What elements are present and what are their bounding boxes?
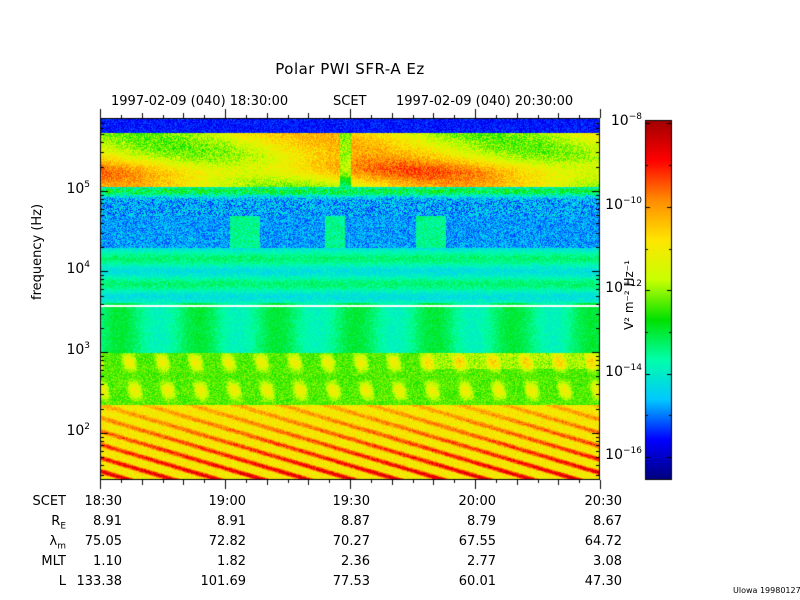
- colorbar-tick-label: 10−10: [605, 195, 642, 213]
- ephemeris-value: 60.01: [458, 574, 496, 589]
- ephemeris-value: 67.55: [458, 534, 496, 549]
- x-tick-label: 20:30: [584, 494, 622, 509]
- ephemeris-value: 2.77: [467, 554, 496, 569]
- y-tick-label: 102: [66, 421, 90, 439]
- ephemeris-row-label: RE: [51, 514, 66, 532]
- ephemeris-value: 77.53: [332, 574, 370, 589]
- ephemeris-row-label: L: [58, 574, 66, 589]
- ephemeris-value: 2.36: [341, 554, 370, 569]
- end-time-label: 1997-02-09 (040) 20:30:00: [396, 94, 574, 109]
- colorbar-label: V² m⁻² Hz⁻¹: [622, 260, 636, 330]
- x-tick-label: 19:00: [208, 494, 246, 509]
- colorbar-tick-label: 10−14: [605, 362, 642, 380]
- ephemeris-value: 133.38: [76, 574, 123, 589]
- ephemeris-value: 1.10: [93, 554, 122, 569]
- y-axis-label: frequency (Hz): [30, 203, 45, 300]
- y-tick-label: 103: [66, 341, 90, 359]
- ephemeris-row-label: λm: [49, 534, 66, 552]
- ephemeris-row-label: MLT: [41, 554, 66, 569]
- ephemeris-value: 1.82: [217, 554, 246, 569]
- x-tick-label: 19:30: [332, 494, 370, 509]
- ephemeris-value: 101.69: [200, 574, 247, 589]
- chart-title: Polar PWI SFR-A Ez: [275, 60, 425, 78]
- ephemeris-value: 64.72: [584, 534, 622, 549]
- y-tick-label: 105: [66, 179, 90, 197]
- ephemeris-row-label: SCET: [32, 494, 66, 509]
- ephemeris-value: 8.79: [467, 514, 496, 529]
- ephemeris-value: 8.87: [341, 514, 370, 529]
- x-tick-label: 18:30: [84, 494, 122, 509]
- start-time-label: 1997-02-09 (040) 18:30:00: [111, 94, 289, 109]
- ephemeris-value: 8.91: [217, 514, 246, 529]
- colorbar-tick-label: 10−8: [610, 112, 642, 130]
- ephemeris-value: 75.05: [84, 534, 122, 549]
- colorbar-tick-label: 10−12: [605, 279, 642, 297]
- ephemeris-value: 3.08: [593, 554, 622, 569]
- ephemeris-value: 70.27: [332, 534, 370, 549]
- footer-label: Ulowa 19980127: [733, 586, 800, 595]
- timescale-label: SCET: [333, 94, 367, 109]
- x-tick-label: 20:00: [458, 494, 496, 509]
- colorbar-tick-label: 10−16: [605, 446, 642, 464]
- ephemeris-value: 8.91: [93, 514, 122, 529]
- y-tick-label: 104: [66, 260, 90, 278]
- ephemeris-value: 72.82: [208, 534, 246, 549]
- ephemeris-value: 8.67: [593, 514, 622, 529]
- ephemeris-value: 47.30: [584, 574, 622, 589]
